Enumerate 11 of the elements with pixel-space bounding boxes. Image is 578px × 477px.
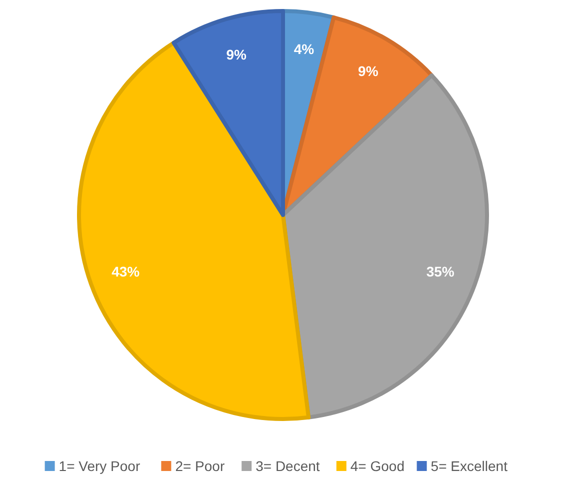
legend-label: 3= Decent xyxy=(256,458,320,474)
legend-label: 2= Poor xyxy=(175,458,225,474)
pie-slice xyxy=(172,9,285,217)
legend-label: 4= Good xyxy=(350,458,405,474)
data-label: 9% xyxy=(358,62,379,79)
legend-label: 1= Very Poor xyxy=(58,458,140,474)
legend-label: 5= Excellent xyxy=(430,458,508,474)
data-label: 9% xyxy=(226,46,247,62)
data-label: 35% xyxy=(426,264,455,280)
data-label: 43% xyxy=(112,264,140,280)
data-label: 4% xyxy=(294,40,315,57)
